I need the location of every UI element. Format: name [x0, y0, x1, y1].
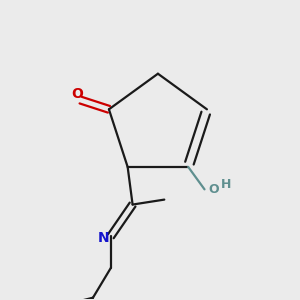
- Text: O: O: [208, 183, 219, 196]
- Text: H: H: [221, 178, 232, 191]
- Text: N: N: [98, 231, 110, 245]
- Text: O: O: [71, 87, 82, 101]
